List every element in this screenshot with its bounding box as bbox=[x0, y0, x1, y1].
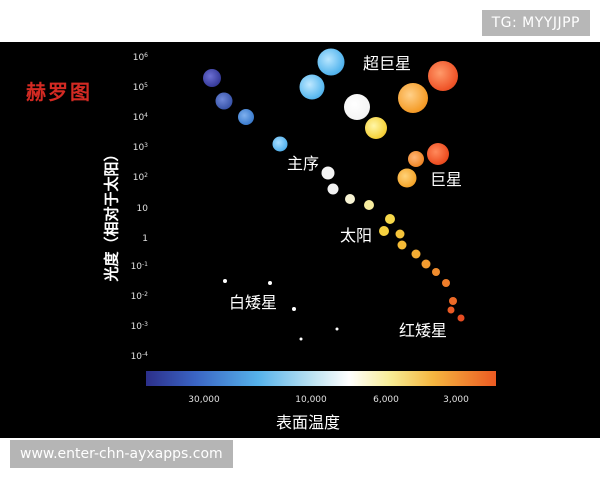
supergiant-star bbox=[398, 83, 428, 113]
label-red-dwarfs: 红矮星 bbox=[398, 321, 448, 340]
y-tick: 106 bbox=[132, 52, 148, 63]
y-tick: 1 bbox=[142, 234, 148, 244]
watermark-url: www.enter-chn-ayxapps.com bbox=[10, 440, 233, 468]
supergiant-star bbox=[365, 117, 387, 139]
red-dwarf-star bbox=[447, 306, 455, 314]
main-sequence-star bbox=[238, 109, 254, 125]
main-sequence-star bbox=[272, 136, 288, 152]
main-sequence-star bbox=[397, 240, 407, 250]
main-sequence-star bbox=[432, 268, 440, 276]
main-sequence-star bbox=[215, 92, 233, 110]
x-tick: 10,000 bbox=[295, 395, 327, 405]
white-dwarf-star bbox=[335, 327, 339, 331]
white-dwarf-star bbox=[268, 281, 272, 285]
x-tick: 6,000 bbox=[373, 395, 399, 405]
giant-star bbox=[397, 168, 417, 188]
main-sequence-star bbox=[321, 166, 335, 180]
main-sequence-star bbox=[327, 183, 339, 195]
main-sequence-star bbox=[364, 200, 374, 210]
y-tick: 102 bbox=[132, 172, 148, 183]
supergiant-star bbox=[344, 94, 370, 120]
supergiant-star bbox=[299, 74, 325, 100]
giant-star bbox=[408, 151, 424, 167]
main-sequence-star bbox=[442, 279, 450, 287]
main-sequence-star bbox=[421, 259, 431, 269]
main-sequence-star bbox=[345, 194, 355, 204]
y-tick: 10-4 bbox=[130, 351, 148, 362]
label-white-dwarfs: 白矮星 bbox=[228, 293, 278, 312]
white-dwarf-star bbox=[223, 279, 227, 283]
label-supergiants: 超巨星 bbox=[362, 54, 412, 73]
sun-star bbox=[379, 226, 389, 236]
supergiant-star bbox=[428, 61, 458, 91]
y-tick: 103 bbox=[132, 142, 148, 153]
y-tick: 104 bbox=[132, 112, 148, 123]
y-tick: 105 bbox=[132, 82, 148, 93]
main-sequence-star bbox=[395, 229, 405, 239]
white-dwarf-star bbox=[299, 337, 303, 341]
temperature-colorbar bbox=[146, 371, 496, 386]
giant-star bbox=[427, 143, 449, 165]
diagram-title: 赫罗图 bbox=[26, 80, 92, 104]
red-dwarf-star bbox=[457, 314, 465, 322]
label-sun: 太阳 bbox=[339, 226, 373, 245]
y-tick: 10-3 bbox=[130, 321, 148, 332]
main-sequence-star bbox=[385, 214, 395, 224]
main-sequence-star bbox=[203, 69, 221, 87]
red-dwarf-star bbox=[449, 297, 457, 305]
supergiant-star bbox=[317, 48, 345, 76]
x-tick: 30,000 bbox=[188, 395, 220, 405]
x-axis-label: 表面温度 bbox=[275, 413, 341, 432]
y-tick: 10-2 bbox=[130, 291, 148, 302]
y-tick: 10-1 bbox=[130, 261, 148, 272]
label-giants: 巨星 bbox=[429, 170, 463, 189]
watermark-tg: TG: MYYJJPP bbox=[481, 10, 590, 36]
white-dwarf-star bbox=[292, 307, 296, 311]
main-sequence-star bbox=[411, 249, 421, 259]
y-tick: 10 bbox=[136, 204, 148, 214]
label-main-sequence: 主序 bbox=[286, 154, 320, 173]
x-tick: 3,000 bbox=[443, 395, 469, 405]
